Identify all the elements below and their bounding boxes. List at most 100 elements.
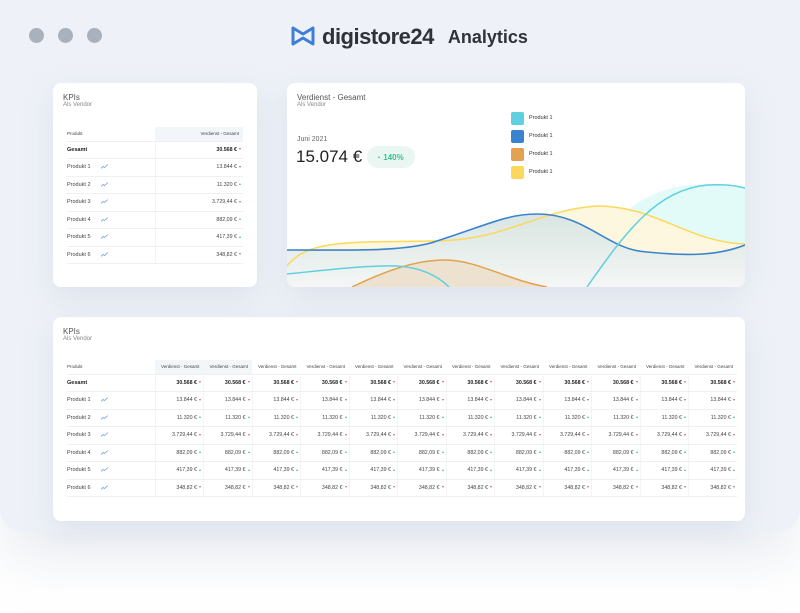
trend-up-icon	[635, 451, 638, 454]
trend-down-icon	[587, 398, 589, 401]
column-header-value[interactable]: Verdienst - Gesamt	[688, 360, 737, 375]
column-header-value[interactable]: Verdienst - Gesamt	[397, 360, 446, 375]
table-row[interactable]: Produkt 1 13.844 € 13.844 € 13.844 € 13.844 …	[67, 391, 737, 410]
table-row[interactable]: Produkt 4 882,09 € 882,09 € 882,09 € 882,09 …	[67, 444, 737, 462]
table-row[interactable]: Produkt 1 13.844 €	[67, 158, 243, 177]
trend-up-icon	[490, 468, 492, 471]
sparkline-icon[interactable]	[100, 199, 108, 205]
value-cell: 13.844 €	[591, 391, 640, 410]
kpi-card-small: KPIs Als Vendor Produkt Verdienst - Gesa…	[53, 83, 257, 287]
value-cell: 882,09 €	[203, 444, 252, 462]
value-text: 348,82 €	[710, 484, 731, 491]
legend-item[interactable]: Produkt 1	[511, 109, 553, 127]
value-text: 11.320 €	[273, 414, 294, 421]
trend-down-icon	[199, 433, 201, 436]
value-text: 417,39 €	[216, 234, 237, 241]
column-header-value[interactable]: Verdienst - Gesamt	[300, 360, 349, 375]
value-cell: 3.729,44 €	[397, 426, 446, 445]
value-text: 417,39 €	[176, 467, 197, 474]
value-text: 882,09 €	[273, 449, 294, 456]
value-cell: 11.320 €	[300, 409, 349, 427]
column-header-value[interactable]: Verdienst - Gesamt	[349, 360, 398, 375]
table-row[interactable]: Produkt 3 3.729,44 €	[67, 193, 243, 212]
table-row[interactable]: Gesamt 30.568 €	[67, 141, 243, 159]
sparkline-icon[interactable]	[100, 164, 108, 170]
legend-item[interactable]: Produkt 1	[511, 163, 553, 181]
trend-down-icon	[635, 381, 638, 384]
value-cell: 882,09 €	[591, 444, 640, 462]
table-row[interactable]: Produkt 5 417,39 €	[67, 228, 243, 247]
row-label: Produkt 1	[67, 158, 155, 177]
value-cell: 30.568 €	[397, 374, 446, 392]
row-label: Gesamt	[67, 141, 155, 159]
value-cell: 13.844 €	[154, 158, 243, 177]
column-header-value[interactable]: Verdienst - Gesamt	[640, 360, 689, 375]
legend-item[interactable]: Produkt 1	[511, 145, 553, 163]
value-cell: 11.320 €	[639, 409, 689, 427]
trend-down-icon	[239, 148, 241, 151]
table-row[interactable]: Gesamt 30.568 € 30.568 € 30.568 € 30.568 € 30…	[67, 374, 737, 392]
column-header-value[interactable]: Verdienst - Gesamt	[494, 360, 543, 375]
sparkline-icon[interactable]	[100, 216, 108, 222]
value-cell: 13.844 €	[542, 391, 592, 410]
value-text: 882,09 €	[224, 449, 246, 456]
value-text: 11.320 €	[225, 414, 246, 421]
legend-label: Produkt 1	[529, 115, 553, 121]
sparkline-icon[interactable]	[100, 181, 108, 187]
value-text: 11.320 €	[176, 414, 197, 421]
value-cell: 30.568 €	[348, 374, 398, 392]
window-dot-maximize[interactable]	[87, 28, 102, 43]
sparkline-icon[interactable]	[100, 484, 108, 490]
table-row[interactable]: Produkt 5 417,39 € 417,39 € 417,39 € 417,39 …	[67, 461, 737, 480]
product-name: Produkt 1	[67, 397, 91, 404]
column-header-value[interactable]: Verdienst - Gesamt	[155, 127, 243, 142]
change-badge: 140%	[367, 146, 415, 168]
sparkline-icon[interactable]	[100, 234, 108, 240]
table-row[interactable]: Produkt 2 11.320 € 11.320 € 11.320 € 11.320 …	[67, 409, 737, 427]
column-header-value[interactable]: Verdienst - Gesamt	[155, 360, 204, 375]
sparkline-icon[interactable]	[100, 251, 108, 257]
trend-up-icon	[239, 183, 241, 186]
table-row[interactable]: Produkt 4 882,09 €	[67, 211, 243, 229]
series-line-orange	[351, 259, 548, 287]
value-cell: 30.568 €	[591, 374, 640, 392]
sparkline-icon[interactable]	[100, 397, 108, 403]
sparkline-icon[interactable]	[100, 449, 108, 455]
trend-down-icon	[239, 165, 241, 168]
table-row[interactable]: Produkt 6 348,82 € 348,82 € 348,82 € 348,82 …	[67, 479, 737, 497]
column-header-value[interactable]: Verdienst - Gesamt	[252, 360, 301, 375]
table-row[interactable]: Produkt 2 11.320 €	[67, 176, 243, 194]
window-dot-close[interactable]	[29, 28, 44, 43]
value-text: 30.568 €	[418, 379, 440, 386]
value-text: 417,39 €	[418, 467, 440, 474]
value-text: 30.568 €	[273, 379, 294, 386]
value-cell: 11.320 €	[154, 409, 204, 427]
column-header-value[interactable]: Verdienst - Gesamt	[591, 360, 640, 375]
value-cell: 417,39 €	[639, 461, 689, 480]
column-header-value[interactable]: Verdienst - Gesamt	[543, 360, 592, 375]
value-cell: 13.844 €	[154, 391, 204, 410]
value-cell: 11.320 €	[203, 409, 252, 427]
value-cell: 348,82 €	[494, 479, 543, 497]
value-cell: 30.568 €	[154, 374, 204, 392]
value-cell: 882,09 €	[154, 444, 204, 462]
value-cell: 348,82 €	[639, 479, 689, 497]
legend-item[interactable]: Produkt 1	[511, 127, 553, 145]
revenue-chart-card: Verdienst - Gesamt Als Vendor Juni 2021 …	[287, 83, 745, 287]
column-header-value[interactable]: Verdienst - Gesamt	[446, 360, 495, 375]
value-cell: 417,39 €	[688, 461, 737, 480]
sparkline-icon[interactable]	[100, 432, 108, 438]
table-row[interactable]: Produkt 3 3.729,44 € 3.729,44 € 3.729,44 € 3…	[67, 426, 737, 445]
table-row[interactable]: Produkt 6 348,82 €	[67, 246, 243, 264]
trend-up-icon	[199, 468, 201, 471]
column-header-value[interactable]: Verdienst - Gesamt	[203, 360, 252, 375]
value-cell: 13.844 €	[300, 391, 349, 410]
value-cell: 882,09 €	[251, 444, 301, 462]
window-dot-minimize[interactable]	[58, 28, 73, 43]
legend-swatch	[511, 111, 524, 125]
value-cell: 3.729,44 €	[300, 426, 349, 445]
sparkline-icon[interactable]	[100, 414, 108, 420]
sparkline-icon[interactable]	[100, 467, 108, 473]
trend-down-icon	[199, 486, 201, 489]
value-text: 13.844 €	[273, 397, 294, 404]
